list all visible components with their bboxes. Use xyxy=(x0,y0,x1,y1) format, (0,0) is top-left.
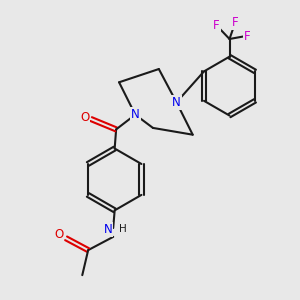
Text: F: F xyxy=(213,19,220,32)
Text: O: O xyxy=(54,228,63,241)
Text: O: O xyxy=(80,111,89,124)
Text: N: N xyxy=(172,96,181,109)
Text: N: N xyxy=(131,108,140,121)
Text: N: N xyxy=(103,223,112,236)
Text: F: F xyxy=(232,16,239,29)
Text: H: H xyxy=(119,224,127,235)
Text: F: F xyxy=(244,30,250,43)
Text: N: N xyxy=(131,108,140,121)
